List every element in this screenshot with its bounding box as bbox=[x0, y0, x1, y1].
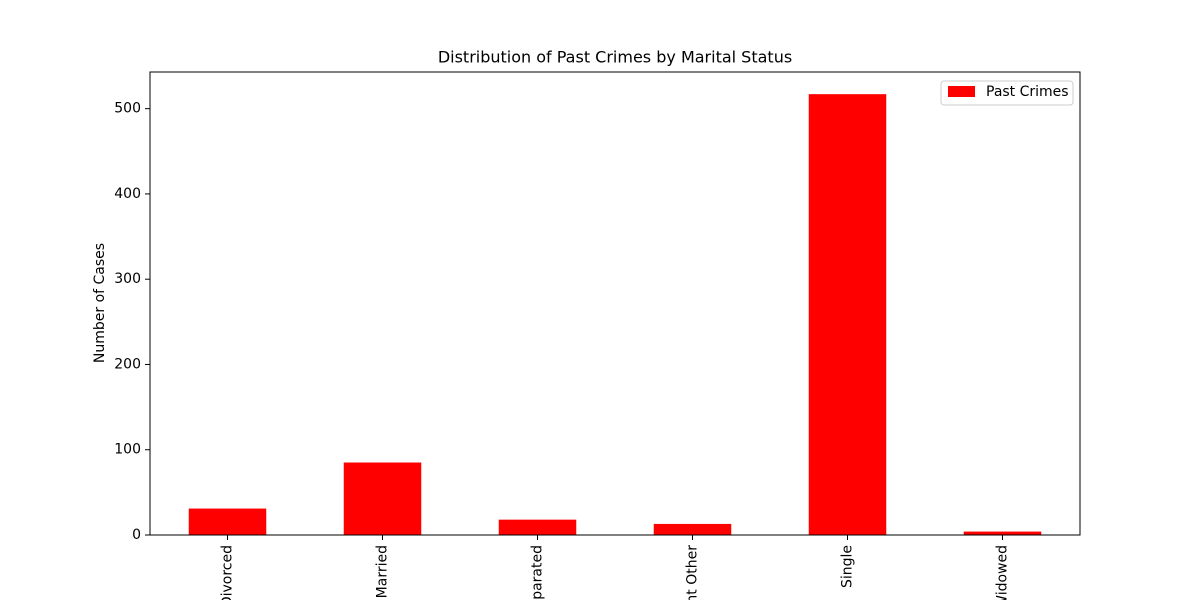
y-tick-label: 500 bbox=[114, 101, 141, 117]
x-tick-label: Divorced bbox=[220, 545, 236, 600]
x-tick-label: Single bbox=[840, 545, 856, 588]
x-tick-label: Married bbox=[375, 545, 391, 598]
plot-frame bbox=[149, 71, 1081, 536]
x-tick-label: Significant Other bbox=[685, 545, 701, 600]
bar bbox=[343, 462, 422, 535]
y-tick-label: 100 bbox=[114, 442, 141, 458]
bar bbox=[498, 519, 577, 535]
bar bbox=[963, 531, 1042, 535]
legend-swatch bbox=[948, 86, 975, 97]
x-tick-label: Separated bbox=[530, 545, 546, 600]
x-tick-label: Widowed bbox=[995, 545, 1011, 600]
y-tick-label: 300 bbox=[114, 271, 141, 287]
bar bbox=[188, 508, 267, 535]
y-tick-label: 400 bbox=[114, 186, 141, 202]
y-tick-label: 0 bbox=[132, 527, 141, 543]
bar bbox=[653, 523, 732, 535]
legend-label: Past Crimes bbox=[986, 84, 1069, 100]
y-axis-label: Number of Cases bbox=[92, 243, 108, 363]
chart-title: Distribution of Past Crimes by Marital S… bbox=[438, 48, 792, 67]
bar bbox=[808, 94, 887, 535]
y-tick-label: 200 bbox=[114, 356, 141, 372]
